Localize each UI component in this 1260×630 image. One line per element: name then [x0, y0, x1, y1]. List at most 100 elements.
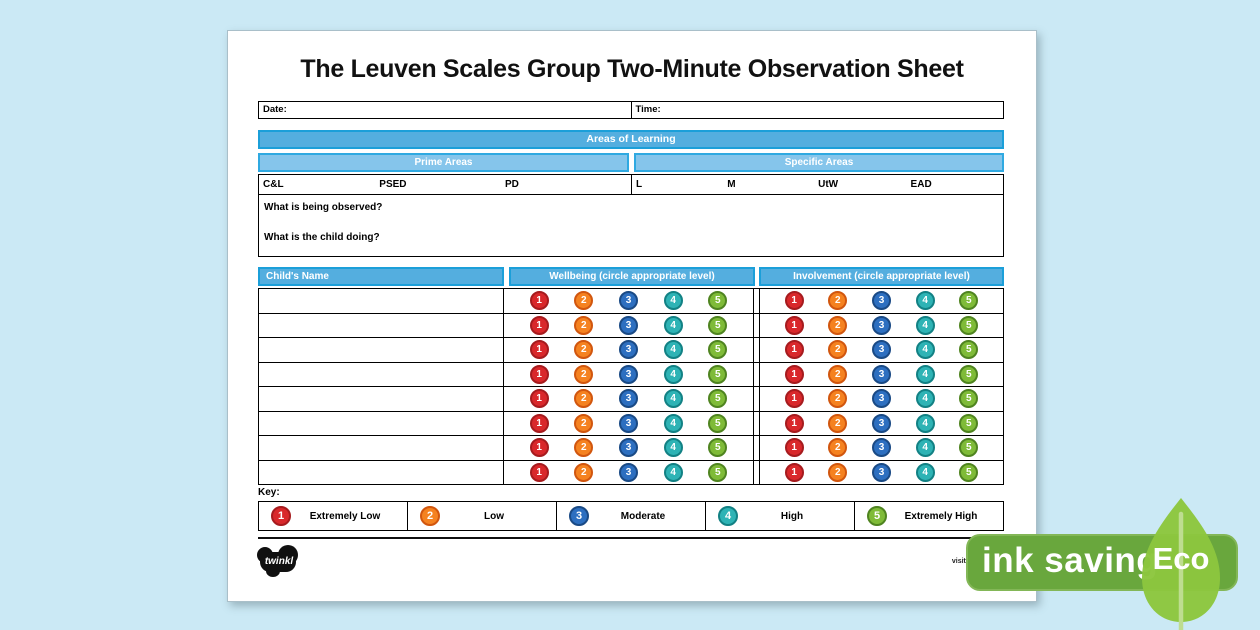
specific-areas-header: Specific Areas — [634, 153, 1004, 172]
involvement-column-header: Involvement (circle appropriate level) — [759, 267, 1004, 286]
level-2-circle: 2 — [828, 291, 848, 311]
level-1-circle: 1 — [529, 389, 549, 409]
level-4-circle: 4 — [915, 389, 935, 409]
child-name-cell — [258, 338, 504, 362]
level-3-circle: 3 — [569, 506, 589, 526]
key-table: 1 Extremely Low 2 Low 3 Moderate 4 High 5 Extreme… — [258, 501, 1004, 531]
table-row: 1 2 3 4 5 1 2 3 4 5 — [258, 436, 1004, 461]
level-3-circle: 3 — [871, 315, 891, 335]
level-2-circle: 2 — [828, 364, 848, 384]
date-field: Date: — [259, 102, 632, 118]
wellbeing-levels-cell: 1 2 3 4 5 — [504, 289, 754, 313]
prime-areas-header: Prime Areas — [258, 153, 629, 172]
level-4-circle: 4 — [915, 438, 935, 458]
level-1-circle: 1 — [529, 291, 549, 311]
observation-sheet-page: The Leuven Scales Group Two-Minute Obser… — [227, 30, 1037, 602]
level-5-circle: 5 — [708, 413, 728, 433]
level-3-circle: 3 — [618, 413, 638, 433]
date-time-row: Date: Time: — [258, 101, 1004, 119]
involvement-levels-cell: 1 2 3 4 5 — [759, 387, 1004, 411]
table-row: 1 2 3 4 5 1 2 3 4 5 — [258, 313, 1004, 338]
level-3-circle: 3 — [871, 438, 891, 458]
level-2-circle: 2 — [828, 462, 848, 482]
level-4-circle: 4 — [663, 389, 683, 409]
level-2-circle: 2 — [574, 340, 594, 360]
level-2-circle: 2 — [828, 413, 848, 433]
level-3-circle: 3 — [871, 389, 891, 409]
footer-divider — [258, 537, 1004, 539]
observation-question-2: What is the child doing? — [264, 232, 380, 243]
level-3-circle: 3 — [871, 413, 891, 433]
level-1-circle: 1 — [529, 315, 549, 335]
key-item: 3 Moderate — [556, 502, 705, 530]
level-1-circle: 1 — [784, 462, 804, 482]
table-row: 1 2 3 4 5 1 2 3 4 5 — [258, 411, 1004, 436]
key-item-label: Extremely Low — [309, 510, 381, 522]
wellbeing-levels-cell: 1 2 3 4 5 — [504, 436, 754, 460]
level-4-circle: 4 — [915, 364, 935, 384]
level-4-circle: 4 — [915, 315, 935, 335]
level-3-circle: 3 — [871, 340, 891, 360]
level-3-circle: 3 — [871, 364, 891, 384]
child-name-cell — [258, 313, 504, 337]
area-labels-spacer — [966, 175, 1003, 194]
level-4-circle: 4 — [663, 413, 683, 433]
table-row: 1 2 3 4 5 1 2 3 4 5 — [258, 338, 1004, 363]
wellbeing-levels-cell: 1 2 3 4 5 — [504, 460, 754, 484]
area-labels-spacer — [564, 175, 631, 194]
level-3-circle: 3 — [871, 291, 891, 311]
level-4-circle: 4 — [718, 506, 738, 526]
wellbeing-levels-cell: 1 2 3 4 5 — [504, 338, 754, 362]
level-4-circle: 4 — [663, 364, 683, 384]
level-2-circle: 2 — [574, 315, 594, 335]
level-1-circle: 1 — [784, 315, 804, 335]
observation-box: What is being observed? What is the chil… — [258, 194, 1004, 257]
involvement-levels-cell: 1 2 3 4 5 — [759, 289, 1004, 313]
level-5-circle: 5 — [959, 315, 979, 335]
key-item: 2 Low — [407, 502, 556, 530]
level-1-circle: 1 — [784, 340, 804, 360]
level-2-circle: 2 — [574, 462, 594, 482]
level-5-circle: 5 — [959, 438, 979, 458]
level-2-circle: 2 — [828, 389, 848, 409]
level-5-circle: 5 — [959, 364, 979, 384]
level-2-circle: 2 — [574, 413, 594, 433]
level-4-circle: 4 — [663, 438, 683, 458]
involvement-levels-cell: 1 2 3 4 5 — [759, 362, 1004, 386]
level-3-circle: 3 — [618, 291, 638, 311]
level-5-circle: 5 — [708, 389, 728, 409]
level-1-circle: 1 — [529, 462, 549, 482]
level-5-circle: 5 — [708, 315, 728, 335]
eco-leaf-icon — [1134, 496, 1228, 630]
observation-table-body: 1 2 3 4 5 1 2 3 4 5 1 2 3 4 5 1 2 3 4 5 1 2 3 4 5 1 2 3 4 5 1 2 3 4 5 1 2 3 4 5… — [258, 288, 1004, 485]
level-2-circle: 2 — [574, 364, 594, 384]
level-5-circle: 5 — [959, 389, 979, 409]
level-1-circle: 1 — [271, 506, 291, 526]
area-labels-row: C&L PSED PD L M UtW EAD — [258, 174, 1004, 195]
level-3-circle: 3 — [618, 389, 638, 409]
observation-question-1: What is being observed? — [264, 202, 383, 213]
level-2-circle: 2 — [574, 291, 594, 311]
level-1-circle: 1 — [784, 413, 804, 433]
level-1-circle: 1 — [784, 389, 804, 409]
child-name-column-header: Child's Name — [258, 267, 504, 286]
child-name-cell — [258, 411, 504, 435]
twinkl-cloud-icon — [266, 565, 280, 577]
child-name-cell — [258, 460, 504, 484]
twinkl-logo: twinkl — [256, 545, 302, 581]
level-3-circle: 3 — [618, 340, 638, 360]
involvement-levels-cell: 1 2 3 4 5 — [759, 411, 1004, 435]
key-item-label: Extremely High — [904, 510, 978, 522]
involvement-levels-cell: 1 2 3 4 5 — [759, 436, 1004, 460]
level-4-circle: 4 — [663, 291, 683, 311]
wellbeing-levels-cell: 1 2 3 4 5 — [504, 387, 754, 411]
level-3-circle: 3 — [871, 462, 891, 482]
wellbeing-levels-cell: 1 2 3 4 5 — [504, 411, 754, 435]
level-1-circle: 1 — [529, 438, 549, 458]
eco-text: Eco — [1152, 541, 1210, 576]
key-item-label: High — [780, 510, 804, 522]
key-item: 1 Extremely Low — [259, 502, 407, 530]
key-label: Key: — [258, 487, 280, 498]
level-4-circle: 4 — [915, 413, 935, 433]
area-label-pd: PD — [504, 179, 519, 190]
